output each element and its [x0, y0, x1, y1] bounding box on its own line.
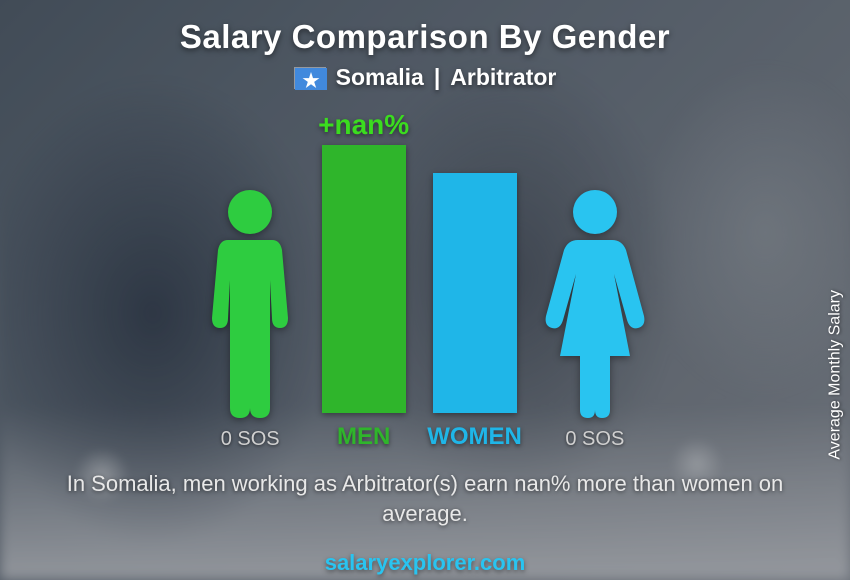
- male-icon: [200, 188, 300, 418]
- women-bar-label: WOMEN: [427, 423, 522, 451]
- men-icon-column: 0 SOS: [200, 188, 300, 451]
- men-bar: [322, 145, 406, 413]
- men-salary-value: 0 SOS: [221, 428, 280, 451]
- subtitle-row: Somalia | Arbitrator: [294, 64, 557, 91]
- country-label: Somalia: [336, 64, 424, 91]
- chart-area: 0 SOS +nan% MEN WOMEN 0 SOS: [125, 111, 725, 451]
- separator: |: [434, 64, 440, 91]
- somalia-flag-icon: [294, 67, 326, 89]
- summary-text: In Somalia, men working as Arbitrator(s)…: [55, 469, 795, 528]
- y-axis-label: Average Monthly Salary: [827, 290, 845, 460]
- women-salary-value: 0 SOS: [565, 428, 624, 451]
- men-bar-column: +nan% MEN: [318, 109, 409, 451]
- female-icon: [540, 188, 650, 418]
- job-label: Arbitrator: [450, 64, 556, 91]
- women-icon-column: 0 SOS: [540, 188, 650, 451]
- women-bar-column: WOMEN: [427, 173, 522, 451]
- women-bar: [433, 173, 517, 413]
- page-title: Salary Comparison By Gender: [180, 18, 670, 56]
- site-link[interactable]: salaryexplorer.com: [325, 550, 526, 576]
- delta-label: +nan%: [318, 109, 409, 141]
- men-bar-label: MEN: [337, 423, 390, 451]
- content-container: Salary Comparison By Gender Somalia | Ar…: [0, 0, 850, 580]
